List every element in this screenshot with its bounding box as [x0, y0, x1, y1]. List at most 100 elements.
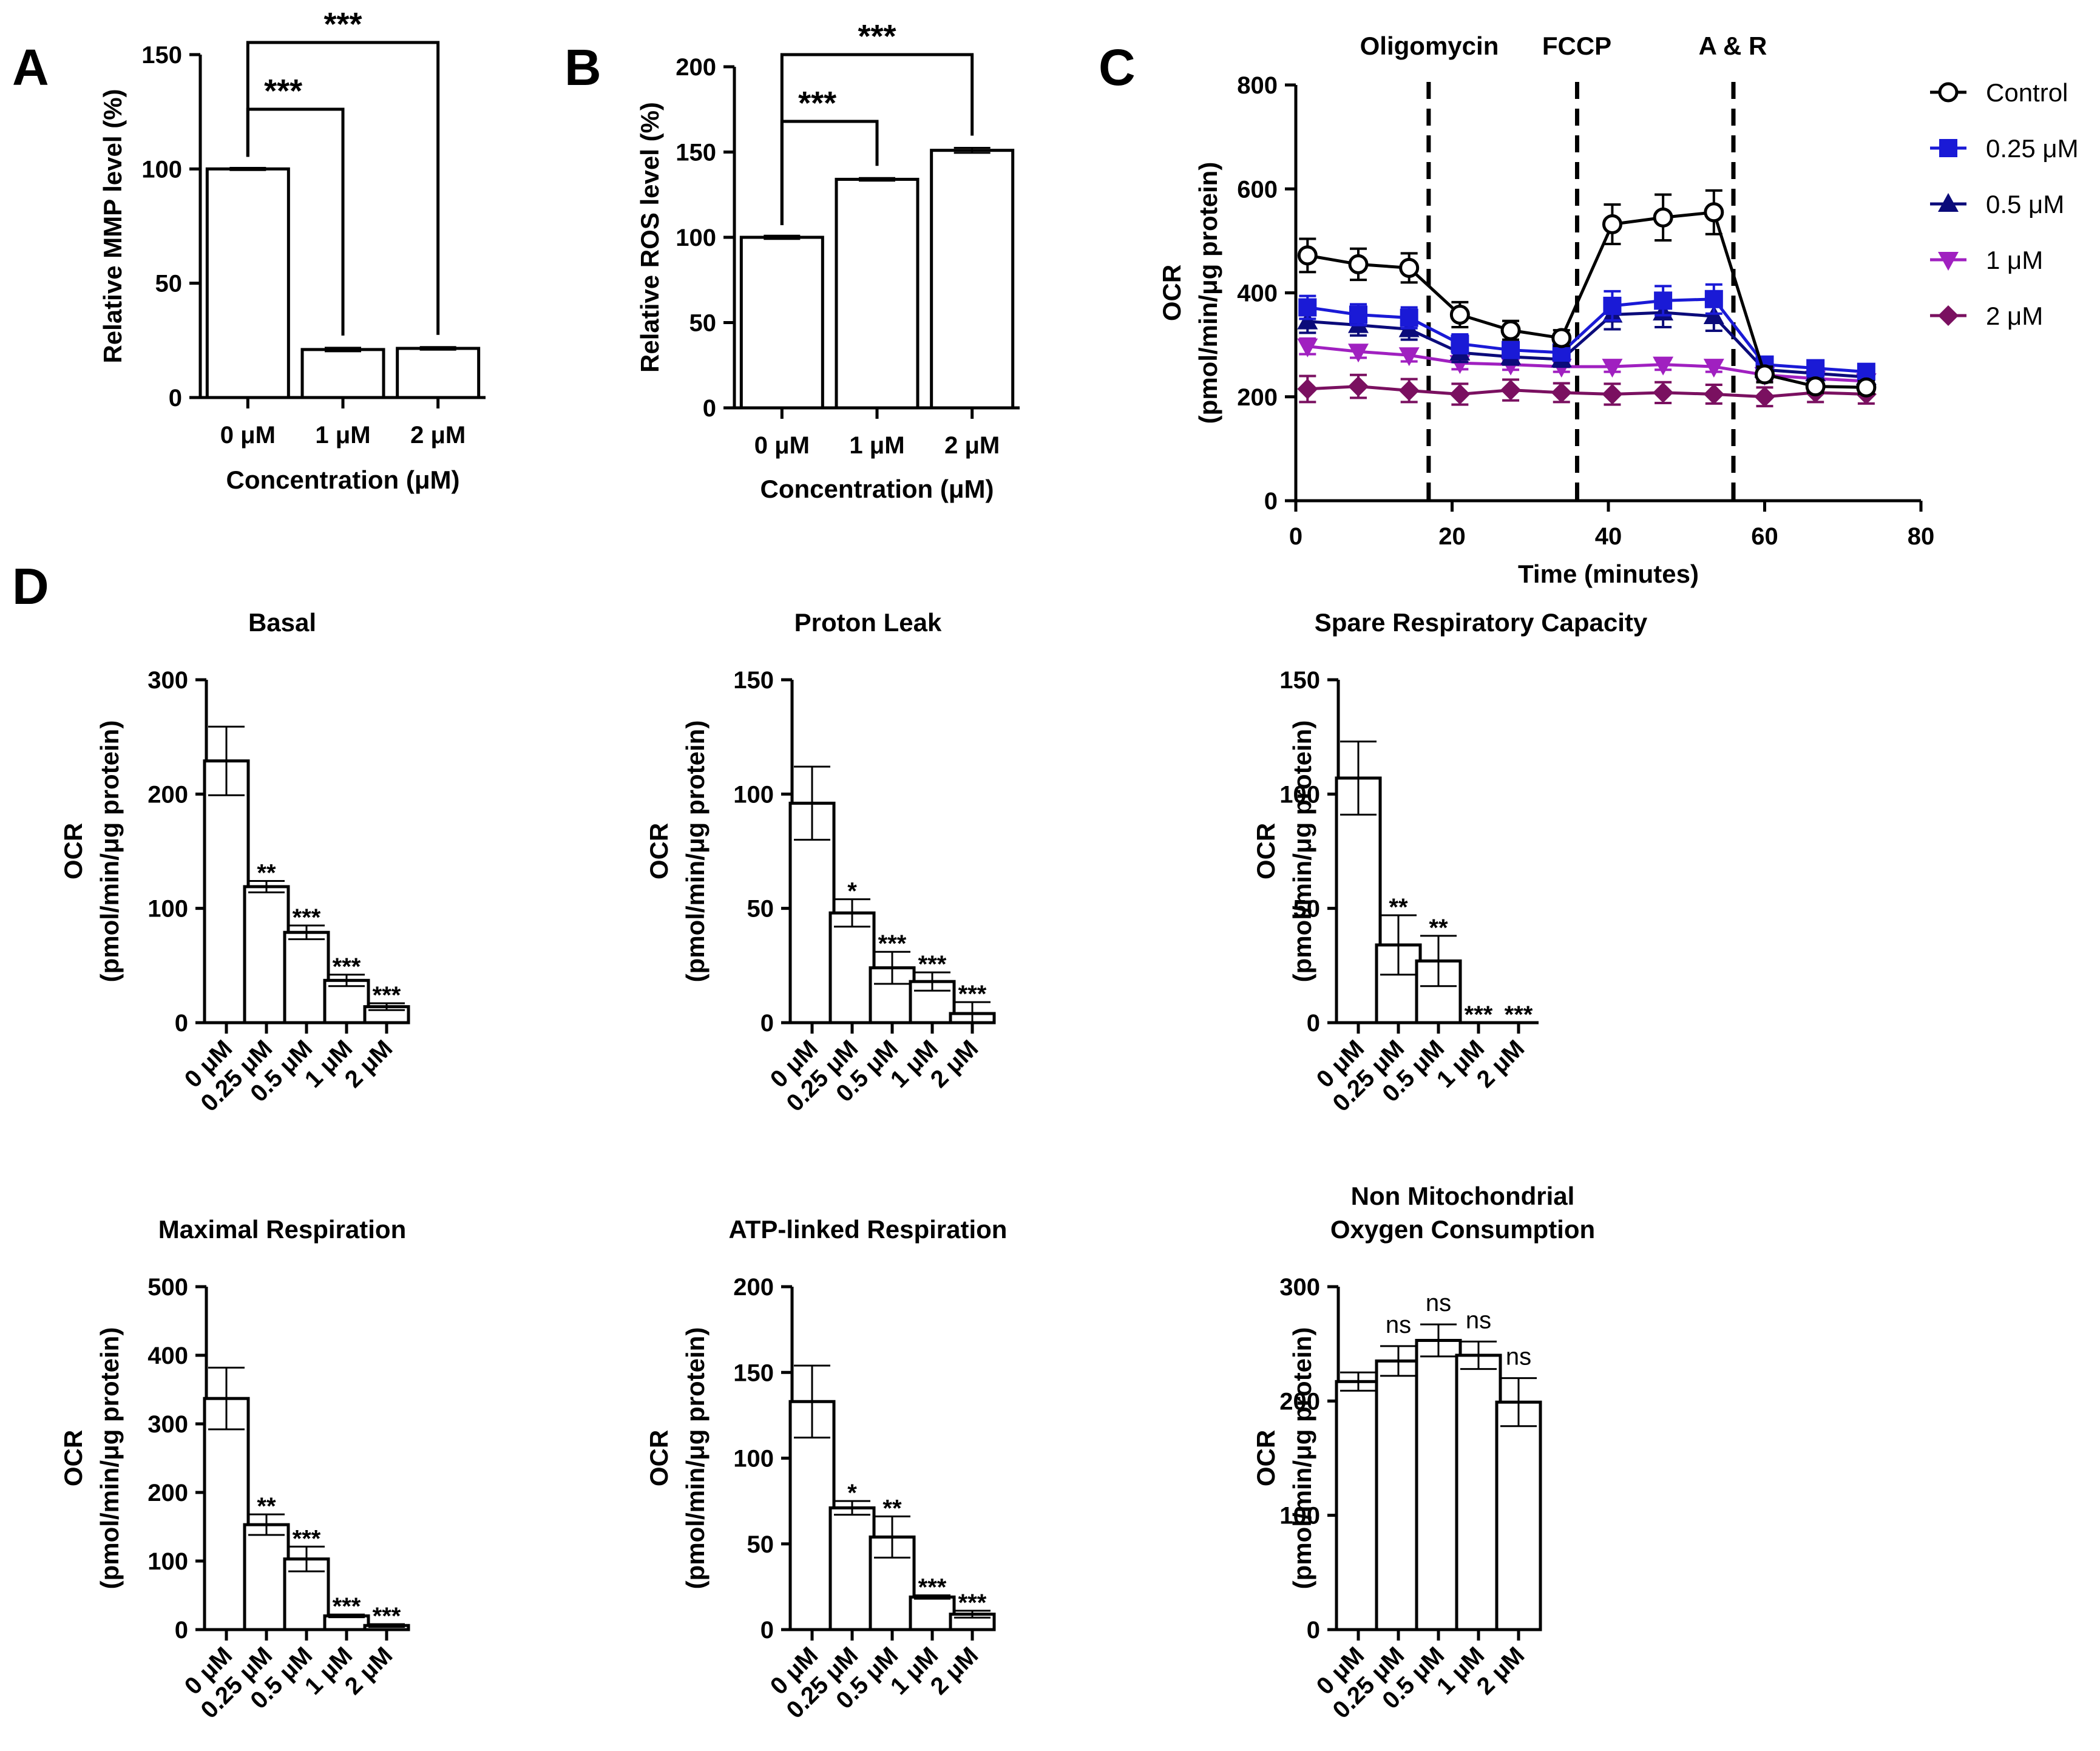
x-tick-label: 1 μM: [315, 422, 370, 449]
marker-square: [1603, 296, 1622, 315]
x-tick-label: 2 μM: [926, 1035, 984, 1093]
bar: [203, 759, 250, 1025]
y-tick-label: 200: [1279, 1388, 1320, 1415]
significance-label: ns: [1506, 1344, 1531, 1370]
y-tick-label: 100: [1279, 1503, 1320, 1529]
significance-label: ***: [333, 953, 361, 980]
bar: [203, 1397, 250, 1631]
x-tick-label: 0 μM: [754, 432, 810, 459]
bar: [300, 348, 385, 399]
marker-circle: [1805, 376, 1826, 397]
bar: [1455, 1353, 1502, 1631]
x-tick-label: 2 μM: [410, 422, 466, 449]
x-tick-label: 2 μM: [1472, 1035, 1530, 1093]
bar: [828, 1506, 876, 1631]
marker-diamond: [1754, 386, 1775, 407]
bar: [739, 235, 824, 410]
x-tick-label: 40: [1595, 523, 1622, 550]
marker-square: [1502, 340, 1520, 359]
marker-square: [1349, 305, 1367, 324]
bar: [930, 149, 1015, 410]
marker-circle: [1602, 214, 1622, 234]
significance-label: **: [1429, 915, 1448, 941]
marker-triangle-down: [1703, 359, 1724, 378]
y-tick-label: 150: [141, 42, 182, 69]
marker-triangle-down: [1653, 356, 1674, 376]
y-tick-label: 0: [175, 1617, 188, 1644]
y-tick-label: 300: [1279, 1274, 1320, 1301]
bar: [1335, 1380, 1382, 1631]
series-line: [1307, 211, 1866, 389]
y-axis-title-line2: (pmol/min/μg protein): [681, 1327, 710, 1590]
marker-diamond: [1938, 305, 1959, 326]
marker-circle: [1348, 254, 1369, 274]
y-tick-label: 100: [733, 781, 774, 808]
x-tick-label: 1 μM: [1432, 1035, 1490, 1093]
bar: [243, 1523, 290, 1631]
x-tick-label: 60: [1751, 523, 1778, 550]
marker-diamond: [1500, 379, 1522, 401]
y-tick-label: 400: [147, 1343, 188, 1369]
y-tick-label: 200: [147, 781, 188, 808]
marker-circle: [1399, 257, 1420, 278]
significance-label: **: [257, 859, 276, 886]
y-tick-label: 50: [747, 896, 774, 923]
comparison-label: ***: [858, 18, 896, 55]
y-tick-label: 50: [689, 310, 717, 337]
chart-title: ATP-linked Respiration: [729, 1215, 1008, 1244]
panel-label-c: C: [1099, 39, 1136, 96]
marker-circle: [1755, 364, 1775, 385]
y-tick-label: 100: [1279, 781, 1320, 808]
marker-circle: [1551, 328, 1572, 348]
significance-label: ns: [1426, 1290, 1451, 1316]
significance-label: ***: [918, 1574, 947, 1601]
x-tick-label: 80: [1908, 523, 1935, 550]
significance-label: **: [1389, 894, 1408, 921]
significance-label: *: [847, 878, 857, 905]
y-tick-label: 0: [1264, 488, 1278, 515]
bar: [283, 930, 330, 1025]
marker-square: [1451, 334, 1469, 353]
chart-title: Spare Respiratory Capacity: [1315, 608, 1648, 637]
y-tick-label: 0: [1307, 1617, 1320, 1644]
marker-square: [1806, 359, 1825, 378]
y-axis-title-line2: (pmol/min/μg protein): [681, 720, 710, 983]
y-tick-label: 200: [733, 1274, 774, 1301]
y-tick-label: 300: [147, 1411, 188, 1438]
legend-item: 0.25 μM: [1930, 134, 2079, 163]
marker-circle: [1704, 202, 1724, 223]
y-tick-label: 300: [147, 667, 188, 694]
comparison-label: ***: [798, 85, 836, 121]
marker-diamond: [1703, 384, 1724, 405]
y-tick-label: 800: [1237, 72, 1278, 99]
marker-square: [1704, 290, 1723, 308]
x-tick-label: 2 μM: [1472, 1642, 1530, 1700]
x-tick-label: 2 μM: [926, 1642, 984, 1700]
y-axis-title: OCR: [645, 1430, 673, 1486]
bar: [909, 1595, 956, 1631]
marker-square: [1939, 139, 1957, 157]
legend-item: Control: [1930, 78, 2068, 107]
bar: [243, 885, 290, 1025]
y-tick-label: 50: [1293, 896, 1321, 923]
chart-b: 0 50 100 150 200 0 μM 1 μM 2 μM *** *** Relative R…: [635, 18, 1020, 503]
y-tick-label: 150: [676, 140, 716, 166]
y-axis-title: OCR: [645, 823, 673, 879]
y-axis-title: OCR: [59, 823, 87, 879]
significance-label: ns: [1386, 1312, 1411, 1338]
y-tick-label: 100: [147, 1548, 188, 1575]
injection-label: FCCP: [1542, 32, 1611, 60]
y-tick-label: 0: [169, 385, 182, 412]
chart-title: Non Mitochondrial: [1351, 1182, 1575, 1210]
marker-square: [1298, 298, 1317, 317]
significance-label: ***: [293, 904, 321, 931]
y-axis-title: OCR: [1252, 823, 1280, 879]
y-tick-label: 500: [147, 1274, 188, 1301]
y-tick-label: 0: [703, 395, 716, 422]
marker-diamond: [1602, 384, 1623, 405]
